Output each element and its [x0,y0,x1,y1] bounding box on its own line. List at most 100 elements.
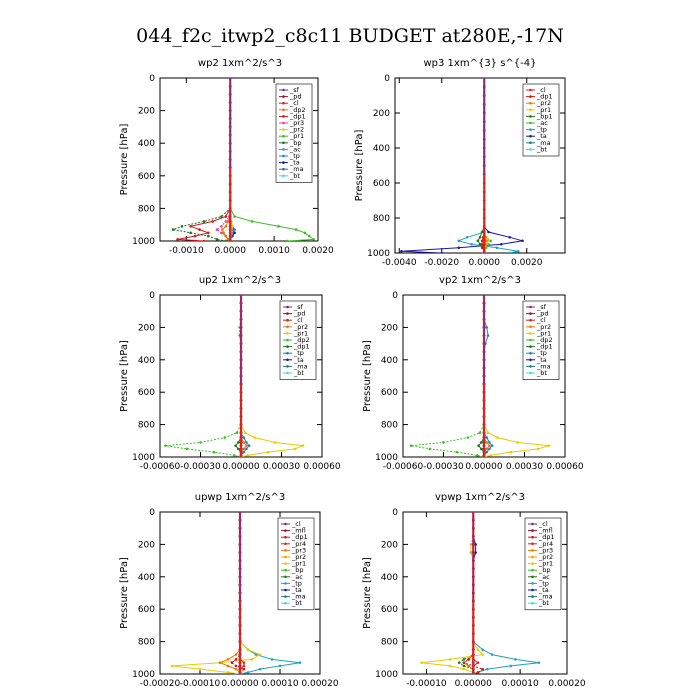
data-point [253,436,256,439]
legend-label: _ac [291,573,303,581]
data-point [481,653,484,656]
data-point [237,441,240,444]
legend-marker [529,351,532,355]
data-point [514,658,517,661]
data-point [221,228,224,231]
y-tick-label: 0 [392,291,398,301]
legend-marker [286,358,289,362]
legend-label: _pd [293,310,306,318]
y-tick-label: 1000 [132,237,155,247]
legend-label: _dp1 [536,93,553,101]
data-point [487,230,490,234]
series-group [400,78,524,253]
x-tick-label: -0.00060 [140,462,181,472]
data-point [285,239,289,241]
legend-label: _pr2 [293,323,308,331]
legend-label: _ta [536,356,547,364]
data-point [254,653,258,656]
y-tick-label: 1000 [132,453,155,463]
legend: _sf_pd_cl_dp2_dp1_pr3_pr2_pr1_bp_ac_tp_t… [275,83,313,183]
legend-label: _ta [536,132,547,140]
panel-title: upwp 1xm^2/s^3 [195,492,285,503]
data-point [193,234,197,238]
x-tick-label: 0.00030 [263,462,300,472]
data-point [237,447,240,451]
data-point [224,225,228,228]
y-axis-label: Pressure [hPa] [119,557,130,629]
legend-label: _pr2 [291,553,306,561]
legend-label: _bt [291,599,302,607]
legend-label: _pr1 [536,106,551,114]
legend-marker [286,312,289,315]
legend-marker [529,101,532,105]
data-point [469,543,473,546]
legend-marker [286,332,289,335]
data-point [480,239,484,243]
data-point [509,450,513,454]
legend-marker [284,568,287,572]
data-point [242,447,245,451]
data-point [486,334,490,337]
data-point [496,436,499,439]
legend-label: _cl [291,520,301,528]
data-point [226,664,230,668]
legend-marker [286,325,289,329]
data-point [242,436,245,439]
legend-marker [282,121,285,125]
data-point [242,450,245,454]
legend-label: _tp [291,579,302,587]
data-point [465,235,469,239]
data-point [487,242,490,246]
data-point [234,444,237,447]
x-tick-label: 0.00060 [303,462,340,472]
data-point [488,441,491,444]
series-line-dp2 [165,295,242,457]
data-point [233,231,236,235]
legend-marker [286,305,289,309]
legend-marker [531,601,534,605]
legend-label: _bt [536,145,547,153]
legend-marker [529,148,532,151]
data-point [246,671,250,674]
data-point [521,239,524,243]
data-point [226,658,230,661]
x-tick-label: 0.00000 [221,679,258,689]
data-point [448,664,452,668]
x-tick-label: 0.0020 [511,258,543,268]
legend-label: _cl [536,316,546,324]
data-point [218,661,222,664]
legend-label: _ma [293,362,308,370]
panel-title: wp3 1xm^{3} s^{-4} [423,58,536,69]
y-tick-label: 600 [138,388,155,398]
data-point [242,664,246,668]
data-point [462,661,466,664]
y-tick-label: 600 [138,605,155,615]
x-tick-label: -0.0040 [382,258,417,268]
legend-label: _cl [293,316,303,324]
y-tick-label: 400 [138,573,155,583]
legend-marker [529,318,532,322]
y-tick-label: 1000 [375,453,398,463]
data-point [476,648,480,651]
data-point [485,441,489,444]
data-point [488,444,491,447]
data-point [233,215,236,218]
data-point [278,664,282,668]
legend-label: _pr4 [538,540,553,548]
legend-marker [531,582,534,585]
legend-marker [286,365,289,368]
legend-marker [282,174,285,178]
legend: _sf_pd_cl_pr2_pr1_dp2_dp1_tp_ta_ma_bt [279,300,317,380]
legend-marker [529,115,532,118]
data-point [485,436,489,439]
data-point [250,658,254,661]
chart-panel-4: vp2 1xm^2/s^3 0 200 400 600 800 1000-0.00060 -0… [362,275,584,472]
x-tick-label: 0.00060 [546,462,583,472]
data-point [474,551,477,554]
legend-label: _bp [291,566,304,574]
legend-label: _pr1 [536,329,551,337]
data-point [211,220,214,223]
data-point [226,671,230,674]
y-tick-label: 200 [138,107,155,117]
legend-label: _cl [538,520,548,528]
